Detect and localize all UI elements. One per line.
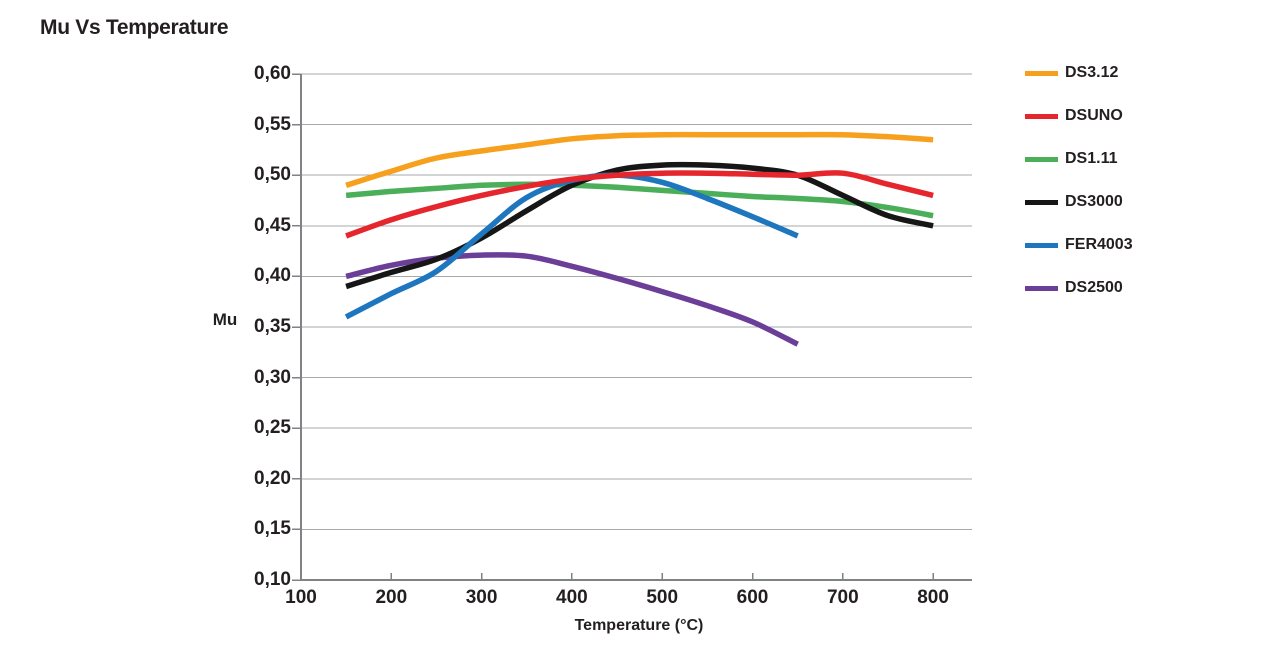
y-axis-title: Mu xyxy=(212,310,238,329)
x-tick-label: 800 xyxy=(917,587,949,608)
legend-label: DS2500 xyxy=(1065,279,1123,296)
y-tick-label: 0,30 xyxy=(254,366,291,388)
x-tick-label: 300 xyxy=(465,587,498,608)
y-tick-label: 0,60 xyxy=(254,63,291,84)
x-tick-label: 700 xyxy=(826,587,859,608)
legend-swatch-icon xyxy=(1025,286,1058,291)
x-tick-label: 200 xyxy=(375,587,408,608)
legend-label: FER4003 xyxy=(1065,236,1133,253)
y-tick-label: 0,25 xyxy=(254,417,291,439)
legend-label: DSUNO xyxy=(1065,107,1123,124)
y-tick-label: 0,50 xyxy=(254,164,291,186)
chart-title: Mu Vs Temperature xyxy=(40,16,229,39)
legend-swatch-icon xyxy=(1025,243,1058,248)
x-axis-title: Temperature (°C) xyxy=(574,617,704,634)
series-line-DS1.11 xyxy=(345,181,934,219)
y-tick-label: 0,55 xyxy=(254,113,291,135)
y-tick-label: 0,35 xyxy=(254,316,291,337)
x-tick-label: 100 xyxy=(285,587,317,608)
legend-label: DS1.11 xyxy=(1065,150,1118,167)
x-tick-label: 600 xyxy=(736,587,769,608)
series-line-DS3000 xyxy=(345,161,934,290)
legend-swatch-icon xyxy=(1025,157,1058,162)
series-line-DS3.12 xyxy=(345,131,934,188)
legend-label: DS3.12 xyxy=(1065,64,1119,81)
legend-swatch-icon xyxy=(1025,114,1058,119)
y-tick-label: 0,45 xyxy=(254,214,291,236)
series-line-DS2500 xyxy=(345,252,799,347)
x-tick-label: 400 xyxy=(556,587,588,608)
legend-swatch-icon xyxy=(1025,71,1058,76)
legend-label: DS3000 xyxy=(1065,193,1123,210)
y-tick-label: 0,10 xyxy=(254,569,291,590)
x-tick-label: 500 xyxy=(646,587,679,608)
y-tick-label: 0,15 xyxy=(254,518,291,540)
y-tick-label: 0,20 xyxy=(254,467,291,489)
legend-swatch-icon xyxy=(1025,200,1058,205)
series-line-DSUNO xyxy=(345,170,934,239)
y-tick-label: 0,40 xyxy=(254,265,291,287)
